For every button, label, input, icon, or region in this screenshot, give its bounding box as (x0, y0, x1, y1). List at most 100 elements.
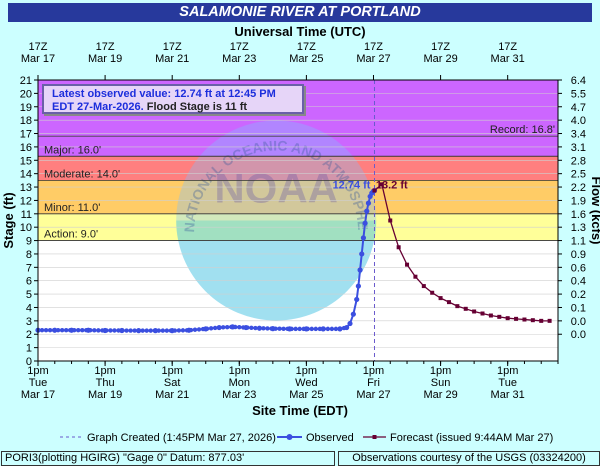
flow-tick-label: 0.6 (571, 262, 586, 274)
y-tick-label: 1 (26, 343, 32, 355)
footer-courtesy: Observations courtesy of the USGS (03324… (338, 451, 600, 466)
band-minor (38, 180, 558, 214)
observed-point (184, 328, 190, 333)
observed-point (200, 326, 206, 332)
observed-point (88, 328, 93, 333)
threshold-label: Minor: 11.0' (44, 202, 100, 214)
observed-point (148, 328, 153, 333)
x-tick-date: Mar 25 (289, 389, 323, 401)
threshold-label: Action: 9.0' (44, 229, 98, 241)
observed-point (128, 328, 133, 333)
observed-point (132, 328, 137, 333)
observed-point (112, 328, 117, 333)
watermark-circle (176, 120, 377, 321)
observed-point (196, 327, 202, 332)
plot-frame (37, 79, 559, 362)
x-tick-day: Tue (498, 377, 517, 389)
observed-point (216, 325, 222, 330)
flow-tick-label: 1.3 (571, 222, 586, 234)
observed-point (337, 326, 343, 332)
observed-point (192, 327, 198, 332)
x-tick-date: Mar 31 (491, 389, 525, 401)
observed-point (355, 283, 361, 289)
forecast-point (446, 300, 451, 305)
y-tick-label: 6 (26, 276, 32, 288)
y-tick-label: 19 (20, 102, 32, 114)
flow-tick-label: 2.5 (571, 169, 586, 181)
top-tick-date: Mar 19 (88, 53, 122, 65)
observed-point (233, 324, 238, 330)
observed-point (140, 328, 145, 333)
y-tick-label: 5 (26, 289, 32, 301)
x-tick-time: 1pm (27, 365, 48, 377)
top-axis-title: Universal Time (UTC) (234, 24, 365, 39)
observed-point (360, 235, 367, 241)
observed-point (104, 328, 109, 333)
chart-title: SALAMONIE RIVER AT PORTLAND (179, 4, 421, 20)
observed-point (168, 328, 174, 333)
note-line-1: Latest observed value: 12.74 ft at 12:45… (52, 88, 276, 100)
latest-observed-note: Latest observed value: 12.74 ft at 12:45… (42, 84, 304, 114)
y-tick-label: 4 (26, 302, 32, 314)
observed-point (253, 325, 258, 331)
x-tick-time: 1pm (296, 365, 317, 377)
flow-tick-label: 0.0 (571, 316, 586, 328)
observed-point (309, 326, 314, 332)
x-tick-date: Mar 21 (155, 389, 189, 401)
observed-point (204, 326, 210, 331)
top-tick-z: 17Z (364, 41, 383, 53)
observed-point (245, 325, 250, 330)
observed-point (241, 325, 246, 330)
legend-observed-label: Observed (306, 432, 354, 444)
forecast-point (530, 318, 535, 323)
observed-point (273, 326, 278, 331)
observed-point (313, 326, 318, 332)
observed-point (220, 325, 226, 330)
forecast-point (421, 284, 426, 289)
forecast-point (379, 182, 384, 187)
x-tick-time: 1pm (430, 365, 451, 377)
observed-point (347, 320, 353, 327)
top-tick-date: Mar 17 (21, 53, 55, 65)
x-tick-date: Mar 29 (423, 389, 457, 401)
y-tick-label: 21 (20, 75, 32, 87)
y2-axis-title: Flow (kcfs) (589, 177, 600, 245)
top-tick-date: Mar 23 (222, 53, 256, 65)
note-line-2-blue: EDT 27-Mar-2026. (52, 100, 144, 113)
observed-point (305, 326, 310, 332)
observed-point (237, 325, 242, 330)
observed-point (43, 328, 49, 333)
forecast-point (514, 316, 519, 321)
x-tick-date: Mar 27 (356, 389, 390, 401)
observed-point (354, 296, 360, 303)
flow-tick-label: 0.1 (571, 302, 586, 314)
legend-forecast-label: Forecast (issued 9:44AM Mar 27) (390, 432, 553, 444)
flow-tick-label: 1.6 (571, 209, 586, 221)
y-tick-label: 11 (21, 209, 32, 221)
observed-point (144, 328, 149, 333)
observed-point (285, 326, 290, 332)
flow-tick-label: 3.4 (571, 129, 586, 141)
observed-point (297, 326, 302, 332)
flow-tick-label: 0.9 (571, 249, 586, 261)
observed-point (164, 328, 170, 333)
forecast-point (497, 314, 502, 319)
observed-point (55, 328, 61, 333)
top-tick-date: Mar 29 (423, 53, 457, 65)
observed-point (301, 326, 306, 332)
forecast-line (374, 183, 550, 322)
observed-point (172, 328, 178, 333)
y-tick-label: 9 (26, 236, 32, 248)
flow-tick-label: 5.5 (571, 88, 586, 100)
axes-layer: 01234567891011121314151617181920210.00.0… (20, 41, 586, 401)
observed-point (257, 326, 262, 331)
observed-point (92, 328, 97, 333)
legend-created-label: Graph Created (1:45PM Mar 27, 2026) (87, 432, 276, 444)
observed-point (325, 326, 331, 332)
flow-tick-label: 1.1 (571, 236, 586, 248)
series-layer (35, 182, 552, 334)
observed-point (277, 326, 282, 331)
observed-point (108, 328, 113, 333)
observed-point (96, 328, 101, 333)
